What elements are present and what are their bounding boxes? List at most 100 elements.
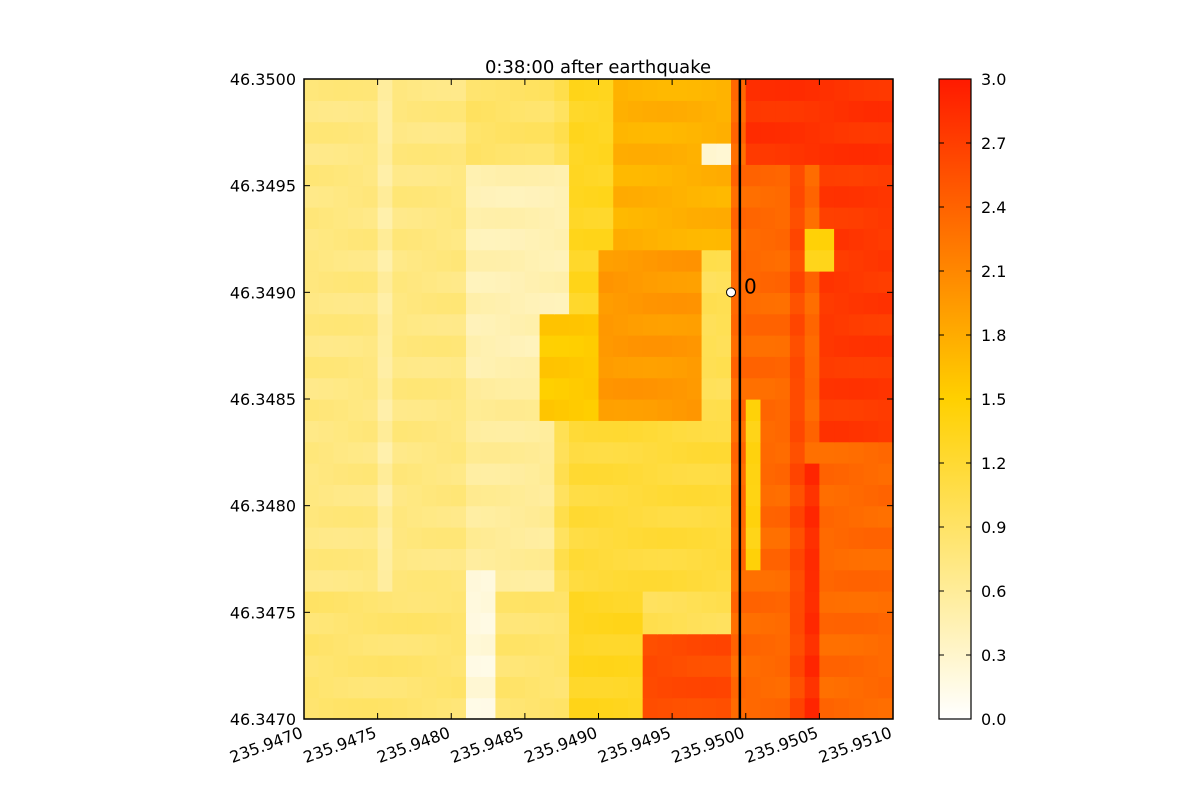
heatmap-cell <box>569 164 585 187</box>
heatmap-cell <box>834 505 850 528</box>
heatmap-cell <box>686 548 703 571</box>
heatmap-cell <box>613 164 629 187</box>
heatmap-cell <box>613 271 629 293</box>
heatmap-cell <box>583 527 600 549</box>
heatmap-cell <box>775 249 791 272</box>
x-tick-label: 235.9510 <box>816 723 894 767</box>
heatmap-cell <box>524 356 541 379</box>
heatmap-cell <box>436 207 452 229</box>
heatmap-cell <box>775 207 791 229</box>
heatmap-cell <box>510 207 526 229</box>
heatmap-cell <box>392 292 408 315</box>
heatmap-cell <box>333 356 349 379</box>
heatmap-cell <box>495 527 511 549</box>
heatmap-cell <box>686 164 703 187</box>
heatmap-cell <box>819 335 835 357</box>
heatmap-cell <box>451 505 467 528</box>
heatmap-cell <box>362 697 379 720</box>
heatmap-cell <box>524 313 541 336</box>
heatmap-cell <box>524 612 541 635</box>
heatmap-cell <box>657 399 673 421</box>
heatmap-cell <box>377 164 393 187</box>
heatmap-cell <box>672 484 688 507</box>
heatmap-cell <box>834 313 850 336</box>
heatmap-cell <box>362 271 379 293</box>
heatmap-cell <box>642 121 658 144</box>
heatmap-cell <box>333 335 349 357</box>
heatmap-cell <box>407 292 423 315</box>
heatmap-cell <box>495 292 511 315</box>
heatmap-cell <box>657 527 673 549</box>
heatmap-cell <box>701 271 717 293</box>
heatmap-cell <box>465 249 482 272</box>
heatmap-cell <box>583 79 600 101</box>
heatmap-cell <box>451 441 467 464</box>
heatmap-cell <box>480 164 497 187</box>
heatmap-cell <box>392 121 408 144</box>
heatmap-cell <box>377 313 393 336</box>
heatmap-cell <box>863 164 879 187</box>
heatmap-cell <box>569 292 585 315</box>
heatmap-cell <box>819 633 835 656</box>
heatmap-cell <box>524 655 541 677</box>
heatmap-cell <box>524 399 541 421</box>
heatmap-cell <box>583 441 600 464</box>
heatmap-cell <box>716 271 732 293</box>
colorbar-tick-label: 1.5 <box>981 390 1006 409</box>
heatmap-cell <box>613 399 629 421</box>
heatmap-cell <box>480 441 497 464</box>
heatmap-cell <box>377 356 393 379</box>
heatmap-cell <box>804 633 820 656</box>
heatmap-cell <box>819 100 835 123</box>
heatmap-cell <box>598 271 614 293</box>
heatmap-cell <box>804 335 820 357</box>
heatmap-cell <box>819 527 835 549</box>
heatmap-cell <box>789 569 806 592</box>
heatmap-cell <box>819 185 835 208</box>
heatmap-cell <box>878 591 894 613</box>
heatmap-cell <box>392 185 408 208</box>
heatmap-cell <box>362 527 379 549</box>
heatmap-cell <box>775 79 791 101</box>
heatmap-cell <box>392 399 408 421</box>
heatmap-cell <box>878 100 894 123</box>
heatmap-cell <box>878 399 894 421</box>
heatmap-cell <box>377 655 393 677</box>
heatmap-cell <box>598 335 614 357</box>
heatmap-cell <box>333 121 349 144</box>
heatmap-cell <box>834 697 850 720</box>
heatmap-cell <box>804 612 820 635</box>
heatmap-cell <box>495 655 511 677</box>
heatmap-cell <box>554 569 570 592</box>
heatmap-cell <box>848 484 865 507</box>
heatmap-cell <box>716 143 732 165</box>
heatmap-cell <box>495 676 511 699</box>
heatmap-cell <box>421 79 438 101</box>
heatmap-cell <box>819 676 835 699</box>
heatmap-cell <box>760 164 776 187</box>
heatmap-cell <box>834 527 850 549</box>
heatmap-cell <box>539 420 555 443</box>
heatmap-cell <box>686 569 703 592</box>
heatmap-cell <box>804 228 820 251</box>
heatmap-cell <box>804 505 820 528</box>
heatmap-cell <box>465 356 482 379</box>
heatmap-cell <box>436 271 452 293</box>
heatmap-cell <box>598 143 614 165</box>
heatmap-cell <box>657 463 673 485</box>
heatmap-cell <box>583 207 600 229</box>
heatmap-cell <box>465 527 482 549</box>
heatmap-cell <box>465 697 482 720</box>
heatmap-cell <box>569 612 585 635</box>
heatmap-cell <box>304 463 320 485</box>
heatmap-cell <box>436 143 452 165</box>
heatmap-cell <box>834 100 850 123</box>
heatmap-cell <box>407 313 423 336</box>
heatmap-cell <box>554 249 570 272</box>
heatmap-cell <box>686 591 703 613</box>
heatmap-cell <box>510 484 526 507</box>
heatmap-cell <box>554 228 570 251</box>
heatmap-cell <box>348 185 364 208</box>
heatmap-cell <box>304 356 320 379</box>
heatmap-cell <box>642 569 658 592</box>
